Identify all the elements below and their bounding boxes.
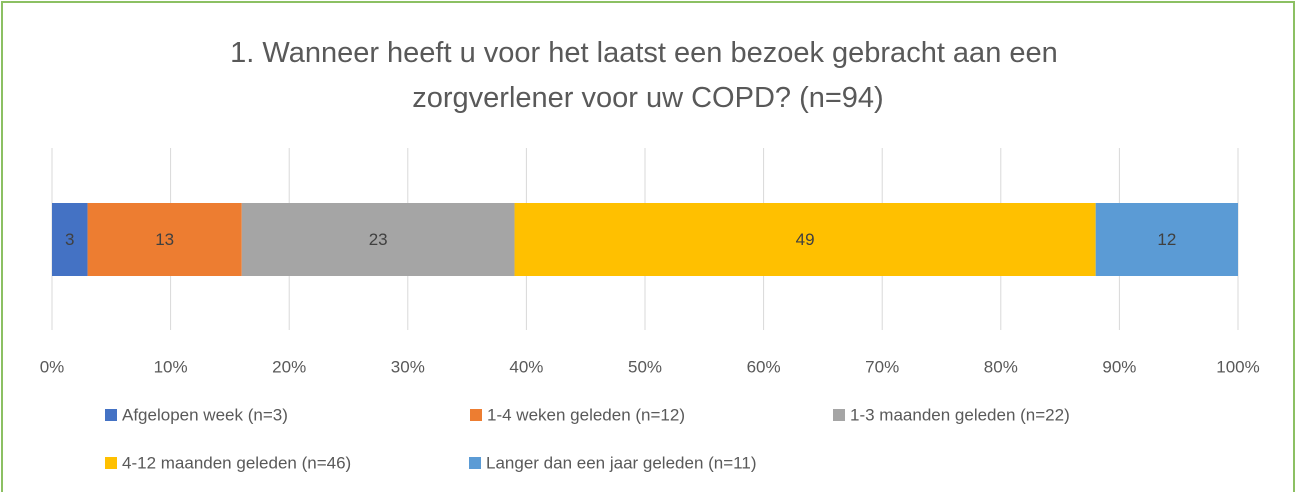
x-tick-label: 30% (391, 357, 425, 376)
bar-segment (87, 203, 242, 276)
legend-label: 4-12 maanden geleden (n=46) (122, 453, 351, 472)
legend-swatch (105, 409, 117, 421)
chart-title: 1. Wanneer heeft u voor het laatst een b… (230, 37, 1066, 114)
x-tick-label: 40% (509, 357, 543, 376)
x-tick-label: 100% (1216, 357, 1259, 376)
data-label: 3 (65, 230, 74, 249)
x-tick-label: 80% (984, 357, 1018, 376)
legend-label: Langer dan een jaar geleden (n=11) (486, 453, 756, 472)
data-label: 12 (1157, 230, 1176, 249)
bar-segment (514, 203, 1096, 276)
x-tick-label: 10% (154, 357, 188, 376)
bar-segment (1095, 203, 1238, 276)
bar-segment (52, 203, 88, 276)
legend-swatch (833, 409, 845, 421)
data-label: 23 (369, 230, 388, 249)
x-tick-label: 70% (865, 357, 899, 376)
legend-swatch (105, 457, 117, 469)
title-line: 1. Wanneer heeft u voor het laatst een b… (230, 37, 1058, 69)
x-tick-label: 50% (628, 357, 662, 376)
x-tick-label: 60% (747, 357, 781, 376)
x-tick-label: 0% (40, 357, 65, 376)
x-tick-label: 20% (272, 357, 306, 376)
legend-label: 1-4 weken geleden (n=12) (487, 405, 685, 424)
legend-label: 1-3 maanden geleden (n=22) (850, 405, 1070, 424)
data-label: 49 (796, 230, 815, 249)
title-line: zorgverlener voor uw COPD? (n=94) (412, 82, 883, 114)
legend-swatch (470, 409, 482, 421)
legend-swatch (469, 457, 481, 469)
x-tick-label: 90% (1102, 357, 1136, 376)
data-label: 13 (155, 230, 174, 249)
bar-segment (241, 203, 515, 276)
legend-label: Afgelopen week (n=3) (122, 405, 288, 424)
